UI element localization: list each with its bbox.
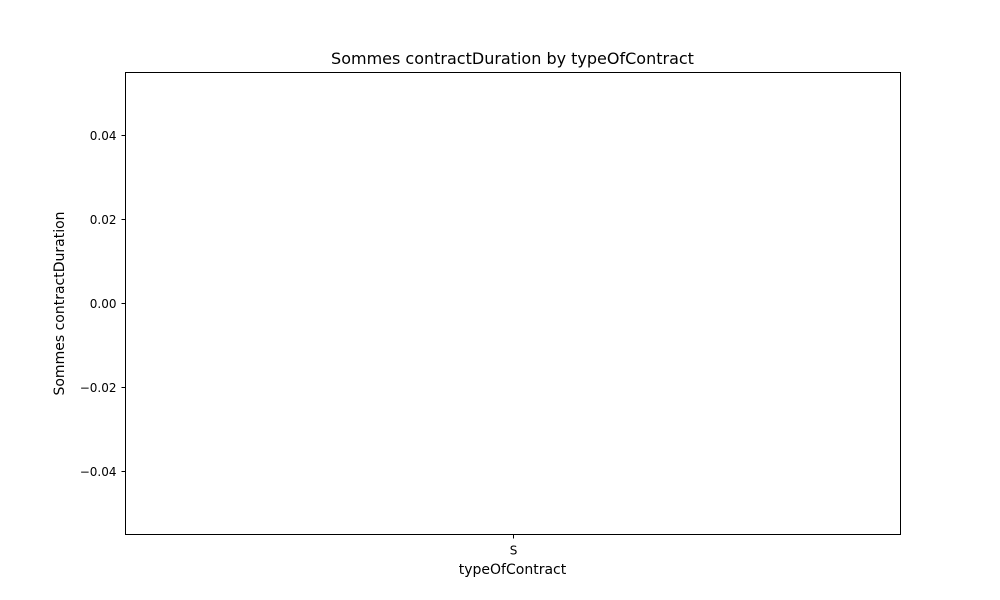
y-tick-label: 0.00 [90, 297, 117, 311]
y-tick-label: −0.04 [80, 465, 117, 479]
y-axis-label: Sommes contractDuration [52, 211, 68, 395]
x-axis-label: typeOfContract [459, 562, 567, 578]
y-tick-label: 0.04 [90, 129, 117, 143]
plot-frame [125, 72, 901, 535]
y-axis: −0.04 −0.02 0.00 0.02 0.04 [80, 129, 126, 479]
x-tick-label: S [510, 544, 518, 558]
y-tick-label: −0.02 [80, 381, 117, 395]
chart-title: Sommes contractDuration by typeOfContrac… [331, 49, 694, 68]
y-tick-label: 0.02 [90, 213, 117, 227]
x-axis: S [510, 534, 518, 558]
